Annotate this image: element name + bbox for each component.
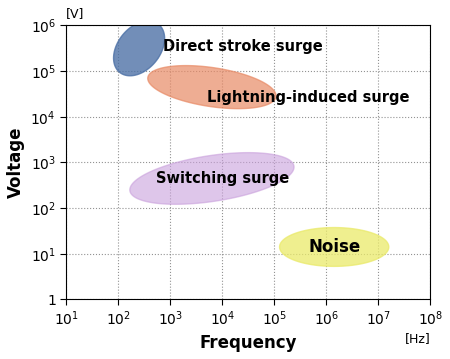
Polygon shape — [148, 66, 276, 109]
Text: Lightning-induced surge: Lightning-induced surge — [207, 90, 409, 105]
Text: [Hz]: [Hz] — [405, 332, 430, 345]
Text: Switching surge: Switching surge — [156, 171, 289, 186]
Text: [V]: [V] — [66, 7, 85, 20]
Polygon shape — [130, 153, 294, 204]
Y-axis label: Voltage: Voltage — [7, 127, 25, 198]
X-axis label: Frequency: Frequency — [200, 334, 297, 352]
Text: Noise: Noise — [308, 238, 360, 256]
Polygon shape — [113, 21, 165, 76]
Polygon shape — [279, 228, 389, 266]
Text: Direct stroke surge: Direct stroke surge — [162, 38, 322, 53]
